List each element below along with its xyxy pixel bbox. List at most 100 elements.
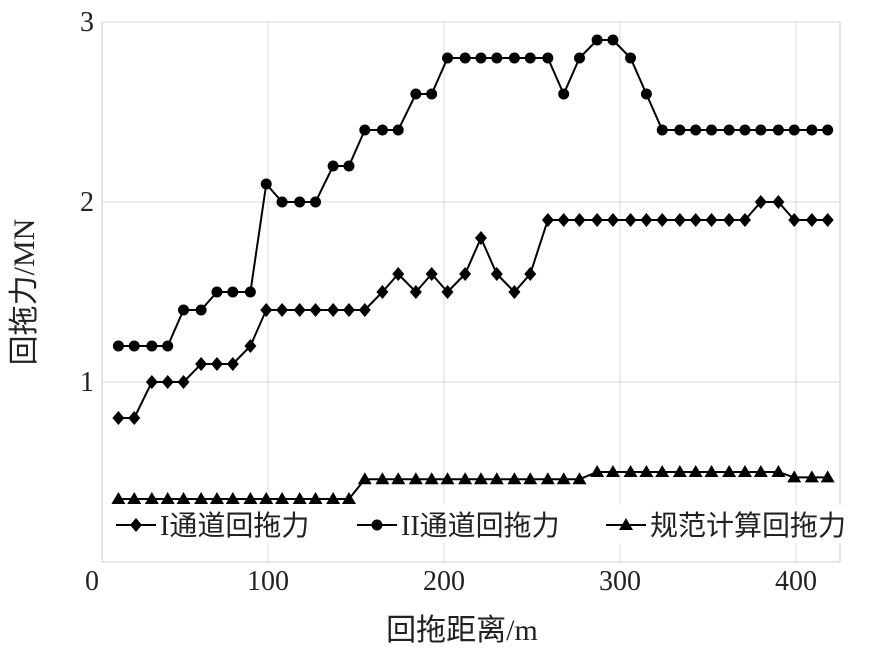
marker [739,124,751,136]
marker [128,411,141,425]
marker [689,213,702,227]
marker [753,465,768,477]
legend-label: II通道回拖力 [401,510,560,542]
marker [391,472,406,485]
marker [656,124,668,136]
marker [244,339,257,353]
marker [490,267,503,281]
marker [639,465,654,477]
marker [723,124,735,136]
marker [178,304,190,316]
marker [542,52,554,64]
marker [459,267,472,281]
marker [524,267,537,281]
marker [804,470,819,483]
marker [276,196,288,208]
marker [623,465,638,477]
marker [327,160,339,172]
marker [704,465,719,477]
x-tick-label: 300 [599,566,641,597]
marker [821,213,834,227]
marker [442,52,454,64]
marker [226,357,239,371]
marker [590,465,605,477]
marker [292,492,307,504]
marker [772,195,785,209]
y-axis-label: 回拖力/MN [8,219,41,366]
marker [508,285,521,299]
marker [310,196,322,208]
marker [690,124,702,136]
marker [556,472,571,485]
marker [342,303,355,317]
x-axis-label: 回拖距离/m [386,614,538,647]
y-tick-label: 1 [80,367,94,398]
marker [227,286,239,298]
marker [376,124,388,136]
marker [607,34,619,46]
marker [111,492,126,504]
x-tick-label: 400 [775,566,817,597]
marker [706,124,718,136]
marker [209,492,224,504]
marker [195,357,208,371]
marker [541,213,554,227]
marker [688,465,703,477]
marker [640,213,653,227]
x-tick-label: 200 [423,566,465,597]
marker [326,492,341,504]
marker [474,231,487,245]
marker [408,472,423,485]
marker [489,472,504,485]
marker [341,492,356,504]
marker [426,88,438,100]
marker [674,124,686,136]
marker [574,52,586,64]
marker [507,472,522,485]
x-tick-label: 100 [247,566,289,597]
marker [392,267,405,281]
marker [309,303,322,317]
marker [343,160,355,172]
marker [358,303,371,317]
marker [591,213,604,227]
marker [308,492,323,504]
marker [754,195,767,209]
marker [375,472,390,485]
marker [128,340,140,352]
marker [806,124,818,136]
marker [624,213,637,227]
marker [655,465,670,477]
marker [787,470,802,483]
marker [410,88,422,100]
legend-label: 规范计算回拖力 [650,510,846,542]
marker [540,472,555,485]
marker [475,52,487,64]
marker [771,465,786,477]
marker [260,178,272,190]
marker [146,340,158,352]
marker [294,196,306,208]
marker [259,492,274,504]
marker [619,518,633,530]
series-line [118,201,828,419]
marker [225,492,240,504]
marker [788,124,800,136]
marker [656,213,669,227]
marker [144,492,159,504]
marker [357,472,372,485]
marker [177,375,190,389]
marker [673,213,686,227]
marker [572,472,587,485]
marker [293,303,306,317]
marker [755,124,767,136]
marker [788,213,801,227]
marker [640,88,652,100]
marker [606,213,619,227]
marker [605,465,620,477]
marker [573,213,586,227]
marker [327,303,340,317]
marker [705,213,718,227]
marker [112,411,125,425]
